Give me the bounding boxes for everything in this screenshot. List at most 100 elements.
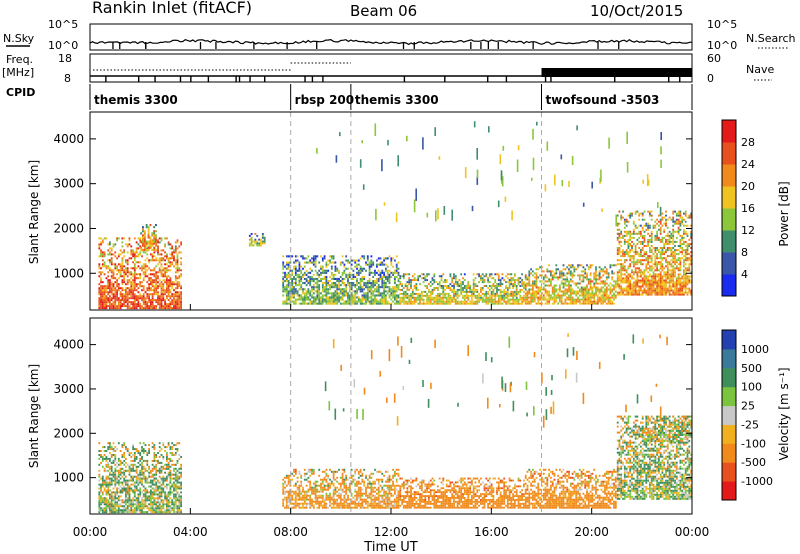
heatmap-cell	[141, 505, 143, 508]
heatmap-cell	[109, 471, 111, 474]
heatmap-cell	[318, 284, 321, 287]
heatmap-cell	[330, 284, 333, 287]
heatmap-cell	[321, 267, 324, 270]
heatmap-cell	[481, 288, 484, 291]
heatmap-cell	[176, 263, 179, 266]
heatmap-cell	[303, 277, 306, 280]
heatmap-cell	[586, 272, 588, 275]
heatmap-cell	[472, 288, 475, 291]
heatmap-cell	[488, 300, 491, 303]
heatmap-cell	[571, 292, 574, 295]
heatmap-cell	[142, 236, 144, 239]
heatmap-cell	[125, 507, 127, 510]
heatmap-cell	[503, 290, 506, 293]
heatmap-cell	[130, 499, 133, 502]
heatmap-cell	[578, 290, 581, 293]
heatmap-cell	[171, 255, 174, 258]
heatmap-cell	[422, 302, 425, 305]
heatmap-cell	[560, 276, 563, 279]
heatmap-cell	[638, 291, 641, 294]
heatmap-cell	[566, 272, 569, 275]
heatmap-cell	[123, 501, 126, 504]
heatmap-cell	[125, 293, 127, 296]
heatmap-cell	[618, 293, 621, 296]
heatmap-cell	[688, 265, 691, 268]
heatmap-cell	[150, 287, 152, 290]
heatmap-cell	[683, 224, 685, 227]
heatmap-cell	[679, 220, 682, 223]
heatmap-cell	[386, 292, 389, 295]
heatmap-cell	[329, 255, 331, 258]
heatmap-cell	[460, 283, 463, 286]
heatmap-cell	[433, 281, 436, 284]
heatmap-cell	[105, 507, 108, 510]
heatmap-cell	[174, 245, 177, 248]
heatmap-cell	[142, 263, 145, 266]
heatmap-cell	[571, 280, 574, 283]
heatmap-cell	[514, 300, 516, 303]
heatmap-cell	[476, 148, 478, 160]
heatmap-cell	[550, 280, 552, 283]
heatmap-cell	[634, 281, 637, 284]
heatmap-cell	[174, 305, 177, 308]
heatmap-cell	[372, 292, 375, 295]
heatmap-cell	[314, 259, 317, 262]
heatmap-cell	[366, 294, 369, 297]
heatmap-cell	[100, 295, 102, 298]
heatmap-cell	[512, 298, 514, 301]
heatmap-cell	[656, 253, 658, 256]
heatmap-cell	[438, 294, 441, 297]
heatmap-cell	[661, 212, 664, 215]
heatmap-cell	[661, 269, 664, 272]
heatmap-cell	[119, 275, 122, 278]
heatmap-cell	[155, 240, 157, 243]
heatmap-cell	[293, 282, 295, 285]
heatmap-cell	[666, 249, 669, 252]
heatmap-cell	[411, 300, 414, 303]
heatmap-cell	[569, 286, 572, 289]
heatmap-cell	[160, 237, 163, 240]
heatmap-cell	[287, 255, 290, 258]
heatmap-cell	[649, 226, 651, 229]
heatmap-cell	[641, 234, 644, 237]
heatmap-cell	[105, 481, 108, 484]
heatmap-cell	[681, 281, 684, 284]
heatmap-cell	[381, 302, 384, 305]
heatmap-cell	[135, 283, 138, 286]
heatmap-cell	[681, 285, 684, 288]
heatmap-cell	[462, 300, 464, 303]
heatmap-cell	[632, 259, 635, 262]
heatmap-cell	[343, 294, 346, 297]
heatmap-cell	[494, 287, 497, 289]
heatmap-cell	[287, 296, 290, 299]
heatmap-cell	[263, 240, 266, 243]
station-title: Rankin Inlet (fitACF)	[92, 0, 252, 17]
heatmap-cell	[347, 294, 349, 297]
heatmap-cell	[359, 284, 362, 287]
heatmap-cell	[112, 269, 115, 272]
heatmap-cell	[123, 505, 126, 508]
heatmap-cell	[465, 294, 468, 297]
heatmap-cell	[571, 276, 574, 279]
heatmap-cell	[359, 282, 362, 285]
heatmap-cell	[521, 273, 523, 276]
heatmap-cell	[338, 300, 340, 303]
heatmap-cell	[535, 296, 538, 299]
heatmap-cell	[681, 287, 684, 290]
heatmap-cell	[654, 238, 657, 241]
heatmap-cell	[155, 248, 157, 251]
heatmap-cell	[117, 491, 120, 494]
heatmap-cell	[431, 277, 434, 280]
heatmap-cell	[589, 296, 592, 299]
heatmap-cell	[649, 261, 651, 264]
heatmap-cell	[564, 274, 567, 277]
heatmap-cell	[298, 273, 301, 276]
heatmap-cell	[160, 285, 163, 288]
heatmap-cell	[100, 507, 102, 510]
heatmap-cell	[426, 279, 428, 282]
heatmap-cell	[116, 299, 118, 302]
heatmap-cell	[453, 277, 455, 280]
heatmap-cell	[133, 469, 136, 472]
heatmap-cell	[659, 285, 662, 288]
heatmap-cell	[119, 303, 122, 306]
